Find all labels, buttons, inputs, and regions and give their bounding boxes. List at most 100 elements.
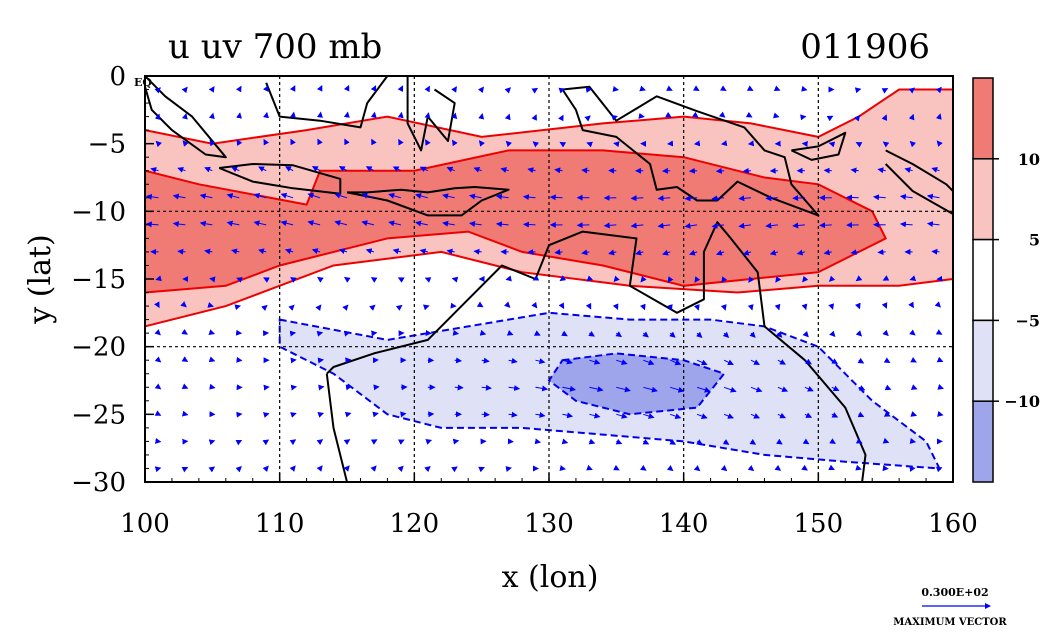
wind-vector — [239, 113, 240, 116]
wind-vector — [266, 414, 268, 415]
colorbar: 10 5 −5 −10 — [973, 78, 1040, 482]
y-tick-label: −30 — [71, 468, 126, 498]
wind-vector — [266, 306, 267, 307]
colorbar-label: 5 — [1029, 231, 1040, 250]
wind-vector — [482, 114, 483, 117]
wind-vector — [474, 251, 481, 252]
wind-vector — [455, 441, 459, 442]
wind-vector — [563, 469, 566, 470]
wind-vector — [913, 306, 914, 307]
x-tick-label: 100 — [120, 509, 170, 539]
wind-vector — [536, 115, 537, 117]
wind-vector — [589, 116, 590, 117]
wind-vector — [159, 115, 160, 117]
wind-vector — [320, 305, 321, 306]
wind-vector — [913, 115, 914, 117]
y-axis-label: y (lat) — [23, 234, 58, 324]
colorbar-band — [973, 320, 993, 401]
wind-vector — [178, 251, 185, 252]
wind-vector — [159, 468, 161, 469]
wind-vector — [347, 305, 348, 306]
wind-vector — [212, 114, 213, 117]
wind-vector — [212, 441, 214, 442]
y-tick-label: −10 — [71, 197, 126, 227]
wind-vector — [859, 116, 860, 117]
x-tick-label: 150 — [794, 509, 844, 539]
wind-vector — [940, 306, 941, 307]
wind-vector — [632, 198, 644, 199]
wind-vector — [455, 360, 461, 361]
wind-vector — [374, 113, 375, 117]
y-tick-label: −20 — [71, 333, 126, 363]
wind-vector — [293, 305, 294, 306]
wind-vector — [830, 143, 832, 144]
wind-vector — [766, 198, 778, 199]
wind-vector — [212, 333, 214, 334]
wind-vector — [859, 469, 861, 470]
y-tick-label: −25 — [71, 400, 126, 430]
wind-vector — [717, 171, 724, 172]
wind-vector — [347, 387, 351, 388]
wind-vector — [744, 171, 751, 172]
y-tick-label: −15 — [71, 265, 126, 295]
wind-vector — [320, 387, 323, 388]
wind-vector — [506, 279, 508, 280]
chart-date-label: 011906 — [800, 27, 930, 67]
wind-vector — [293, 387, 296, 388]
y-axis-ticks: 0 −5 −10 −15 −20 −25 −30 — [71, 62, 154, 498]
wind-vector — [453, 279, 455, 280]
wind-vector — [643, 90, 645, 91]
wind-vector — [878, 252, 885, 253]
wind-vector — [374, 387, 379, 388]
equator-label: EQ — [134, 76, 152, 89]
wind-vector — [482, 306, 483, 307]
chart-title: u uv 700 mb — [168, 27, 382, 67]
colorbar-label: 10 — [1018, 150, 1040, 169]
x-tick-label: 130 — [524, 509, 574, 539]
wind-vector — [509, 468, 511, 469]
wind-vector — [940, 414, 943, 415]
x-tick-label: 120 — [390, 509, 440, 539]
colorbar-band — [973, 159, 993, 240]
wind-vector — [320, 113, 321, 117]
x-tick-label: 160 — [928, 509, 978, 539]
wind-vector — [156, 279, 158, 280]
y-tick-label: 0 — [109, 62, 126, 92]
reference-vector: 0.300E+02 MAXIMUM VECTOR — [893, 586, 1007, 628]
wind-vector — [778, 90, 780, 91]
colorbar-band — [973, 401, 993, 482]
wind-vector — [347, 113, 348, 117]
wind-vector — [940, 114, 941, 116]
wind-vector — [847, 197, 859, 198]
wind-vector — [320, 333, 322, 334]
wind-vector — [690, 171, 697, 172]
colorbar-label: −5 — [1015, 311, 1040, 330]
wind-vector — [697, 117, 698, 118]
wind-vector — [910, 279, 912, 280]
wind-vector — [455, 333, 458, 334]
x-tick-label: 110 — [255, 509, 305, 539]
colorbar-label: −10 — [1004, 392, 1040, 411]
wind-vector — [293, 113, 294, 117]
wind-vector — [212, 387, 214, 388]
wind-vector — [185, 114, 186, 117]
wind-vector — [212, 360, 214, 361]
x-tick-label: 140 — [659, 509, 709, 539]
colorbar-band — [973, 78, 993, 159]
wind-vector — [428, 113, 429, 117]
y-tick-label: −5 — [88, 130, 126, 160]
wind-vector — [374, 305, 375, 306]
wind-vector — [482, 414, 489, 415]
wind-vector — [524, 224, 536, 225]
wind-vector — [563, 116, 564, 117]
wind-vector — [347, 333, 349, 334]
reference-vector-caption: MAXIMUM VECTOR — [893, 617, 1007, 628]
wind-vector — [185, 414, 187, 415]
wind-vector — [401, 414, 406, 415]
wind-vector — [266, 113, 267, 117]
wind-vector — [724, 117, 725, 118]
wind-vector — [551, 197, 563, 198]
wind-vector — [886, 115, 887, 116]
